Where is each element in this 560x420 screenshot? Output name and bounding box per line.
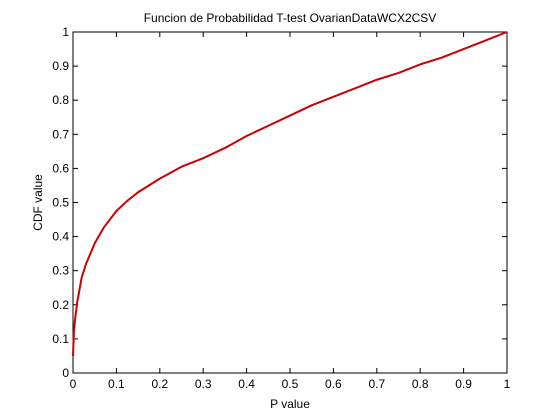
- x-tick-label: 0.7: [368, 377, 385, 391]
- chart-title: Funcion de Probabilidad T-test OvarianDa…: [144, 11, 437, 25]
- x-tick-label: 0.1: [108, 377, 125, 391]
- x-tick-label: 0.3: [195, 377, 212, 391]
- y-tick-label: 0.4: [52, 230, 69, 244]
- x-axis-label: P value: [270, 397, 310, 411]
- x-tick-label: 0.4: [238, 377, 255, 391]
- y-tick-label: 0: [62, 366, 69, 380]
- x-tick-label: 0.9: [455, 377, 472, 391]
- y-tick-label: 0.9: [52, 59, 69, 73]
- x-tick-label: 0.5: [282, 377, 299, 391]
- x-tick-label: 1: [504, 377, 511, 391]
- x-axis: 0 0.1 0.2 0.3 0.4 0.5 0.6 0.7 0.8 0.9 1: [70, 32, 511, 391]
- x-tick-label: 0.6: [325, 377, 342, 391]
- y-tick-label: 0.6: [52, 161, 69, 175]
- y-tick-label: 0.5: [52, 196, 69, 210]
- y-tick-label: 0.7: [52, 127, 69, 141]
- x-tick-label: 0.2: [151, 377, 168, 391]
- y-tick-label: 0.3: [52, 264, 69, 278]
- x-tick-label: 0.8: [412, 377, 429, 391]
- plot-frame: [72, 31, 508, 374]
- y-tick-label: 1: [62, 25, 69, 39]
- y-tick-label: 0.1: [52, 332, 69, 346]
- y-axis-label: CDF value: [31, 174, 45, 231]
- cdf-series-line: [72, 31, 508, 356]
- x-tick-label: 0: [70, 377, 77, 391]
- y-tick-label: 0.2: [52, 298, 69, 312]
- y-tick-label: 0.8: [52, 93, 69, 107]
